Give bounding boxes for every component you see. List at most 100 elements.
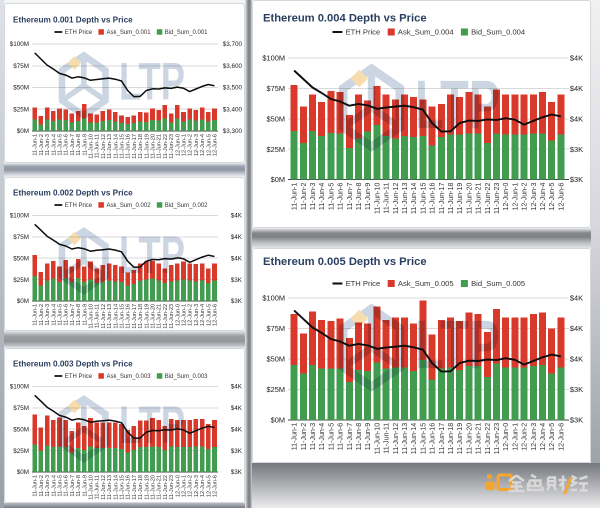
svg-text:12-Jun-4: 12-Jun-4: [200, 475, 206, 497]
svg-text:$25M: $25M: [13, 448, 29, 455]
svg-text:11-Jun-19: 11-Jun-19: [144, 304, 150, 329]
svg-text:11-Jun-14: 11-Jun-14: [113, 475, 119, 500]
svg-text:11-Jun-16: 11-Jun-16: [126, 475, 132, 500]
svg-text:$4K: $4K: [570, 294, 583, 303]
svg-text:$4K: $4K: [231, 427, 243, 434]
svg-text:12-Jun-1: 12-Jun-1: [182, 134, 188, 156]
svg-text:12-Jun-6: 12-Jun-6: [213, 475, 219, 497]
svg-text:11-Jun-7: 11-Jun-7: [346, 423, 354, 451]
svg-text:Ethereum 0.004 Depth vs Price: Ethereum 0.004 Depth vs Price: [263, 13, 427, 25]
svg-text:11-Jun-17: 11-Jun-17: [438, 183, 446, 214]
svg-text:Ask_Sum_0.001: Ask_Sum_0.001: [107, 30, 152, 36]
svg-text:11-Jun-17: 11-Jun-17: [132, 475, 138, 500]
svg-text:12-Jun-1: 12-Jun-1: [511, 183, 519, 211]
svg-text:11-Jun-15: 11-Jun-15: [120, 475, 126, 500]
svg-text:$75M: $75M: [267, 324, 286, 333]
svg-text:11-Jun-15: 11-Jun-15: [120, 304, 126, 329]
svg-text:$3K: $3K: [570, 385, 583, 394]
svg-text:LTP: LTP: [119, 396, 185, 455]
svg-text:11-Jun-12: 11-Jun-12: [392, 183, 400, 214]
svg-text:11-Jun-22: 11-Jun-22: [484, 183, 492, 214]
svg-text:11-Jun-9: 11-Jun-9: [82, 304, 88, 326]
svg-text:$4K: $4K: [231, 405, 243, 412]
svg-text:$75M: $75M: [13, 234, 29, 241]
svg-text:12-Jun-1: 12-Jun-1: [182, 304, 188, 326]
svg-text:11-Jun-3: 11-Jun-3: [309, 423, 317, 451]
svg-text:12-Jun-4: 12-Jun-4: [200, 304, 206, 326]
svg-text:11-Jun-21: 11-Jun-21: [157, 475, 163, 500]
svg-text:12-Jun-5: 12-Jun-5: [206, 475, 212, 497]
svg-text:11-Jun-18: 11-Jun-18: [447, 423, 455, 454]
svg-text:12-Jun-6: 12-Jun-6: [213, 134, 219, 156]
svg-text:11-Jun-6: 11-Jun-6: [64, 475, 70, 497]
svg-text:11-Jun-11: 11-Jun-11: [95, 304, 101, 328]
svg-text:$4K: $4K: [231, 234, 243, 241]
svg-text:$3K: $3K: [231, 469, 243, 476]
svg-text:ETH Price: ETH Price: [65, 30, 93, 36]
svg-text:11-Jun-16: 11-Jun-16: [429, 423, 437, 454]
svg-text:11-Jun-13: 11-Jun-13: [107, 134, 113, 159]
svg-text:12-Jun-4: 12-Jun-4: [200, 134, 206, 156]
svg-text:$4K: $4K: [231, 213, 243, 220]
svg-text:12-Jun-4: 12-Jun-4: [539, 183, 547, 211]
svg-text:11-Jun-15: 11-Jun-15: [419, 183, 427, 214]
svg-text:11-Jun-6: 11-Jun-6: [337, 423, 345, 451]
svg-text:11-Jun-21: 11-Jun-21: [157, 134, 163, 159]
svg-text:11-Jun-16: 11-Jun-16: [126, 134, 132, 159]
svg-text:11-Jun-8: 11-Jun-8: [76, 475, 82, 497]
svg-text:LTP: LTP: [415, 66, 500, 143]
svg-text:11-Jun-9: 11-Jun-9: [364, 183, 372, 211]
svg-text:$0M: $0M: [17, 298, 29, 305]
svg-text:ETH Price: ETH Price: [346, 279, 381, 288]
svg-text:$100M: $100M: [10, 41, 29, 48]
svg-text:$3K: $3K: [231, 448, 243, 455]
svg-text:12-Jun-2: 12-Jun-2: [188, 475, 194, 497]
svg-text:12-Jun-2: 12-Jun-2: [188, 304, 194, 326]
svg-text:11-Jun-17: 11-Jun-17: [132, 134, 138, 159]
svg-text:11-Jun-10: 11-Jun-10: [89, 134, 95, 159]
svg-text:11-Jun-11: 11-Jun-11: [95, 475, 101, 499]
svg-text:11-Jun-4: 11-Jun-4: [51, 134, 57, 156]
svg-text:$25M: $25M: [267, 145, 286, 154]
svg-text:$3,600: $3,600: [223, 63, 243, 70]
svg-text:$3K: $3K: [231, 277, 243, 284]
svg-text:11-Jun-22: 11-Jun-22: [163, 304, 169, 329]
svg-text:11-Jun-9: 11-Jun-9: [82, 134, 88, 156]
svg-text:11-Jun-5: 11-Jun-5: [58, 475, 64, 497]
svg-text:ETH Price: ETH Price: [65, 374, 93, 380]
svg-text:11-Jun-1: 11-Jun-1: [33, 134, 39, 156]
svg-text:11-Jun-16: 11-Jun-16: [429, 183, 437, 214]
svg-text:11-Jun-3: 11-Jun-3: [45, 134, 51, 156]
svg-text:Bid_Sum_0.002: Bid_Sum_0.002: [165, 203, 208, 209]
svg-text:Ask_Sum_0.002: Ask_Sum_0.002: [107, 203, 152, 209]
svg-text:11-Jun-20: 11-Jun-20: [151, 304, 157, 329]
svg-text:11-Jun-18: 11-Jun-18: [138, 134, 144, 159]
svg-text:Ethereum 0.001 Depth vs Price: Ethereum 0.001 Depth vs Price: [13, 16, 133, 25]
svg-text:12-Jun-5: 12-Jun-5: [206, 304, 212, 326]
svg-text:11-Jun-12: 11-Jun-12: [392, 423, 400, 454]
svg-text:11-Jun-4: 11-Jun-4: [318, 423, 326, 451]
svg-text:11-Jun-11: 11-Jun-11: [383, 183, 391, 214]
svg-text:LTP: LTP: [119, 53, 185, 112]
svg-text:11-Jun-15: 11-Jun-15: [120, 134, 126, 159]
svg-text:11-Jun-23: 11-Jun-23: [169, 304, 175, 329]
svg-text:Ethereum 0.005 Depth vs Price: Ethereum 0.005 Depth vs Price: [263, 256, 427, 268]
svg-text:11-Jun-1: 11-Jun-1: [33, 304, 39, 326]
svg-text:12-Jun-6: 12-Jun-6: [213, 304, 219, 326]
svg-text:11-Jun-8: 11-Jun-8: [76, 134, 82, 156]
svg-text:$0M: $0M: [271, 175, 285, 184]
svg-text:11-Jun-7: 11-Jun-7: [70, 134, 76, 156]
svg-text:11-Jun-8: 11-Jun-8: [355, 183, 363, 211]
svg-text:$3K: $3K: [231, 298, 243, 305]
svg-text:11-Jun-7: 11-Jun-7: [346, 183, 354, 211]
svg-text:11-Jun-22: 11-Jun-22: [163, 134, 169, 159]
svg-text:11-Jun-6: 11-Jun-6: [64, 134, 70, 156]
svg-text:11-Jun-10: 11-Jun-10: [373, 183, 381, 214]
svg-text:11-Jun-5: 11-Jun-5: [327, 423, 335, 451]
svg-text:$50M: $50M: [13, 85, 29, 92]
svg-text:11-Jun-18: 11-Jun-18: [138, 304, 144, 329]
svg-text:12-Jun-6: 12-Jun-6: [557, 183, 565, 211]
svg-text:11-Jun-9: 11-Jun-9: [82, 475, 88, 497]
svg-text:$50M: $50M: [267, 114, 286, 123]
svg-text:11-Jun-1: 11-Jun-1: [33, 475, 39, 497]
